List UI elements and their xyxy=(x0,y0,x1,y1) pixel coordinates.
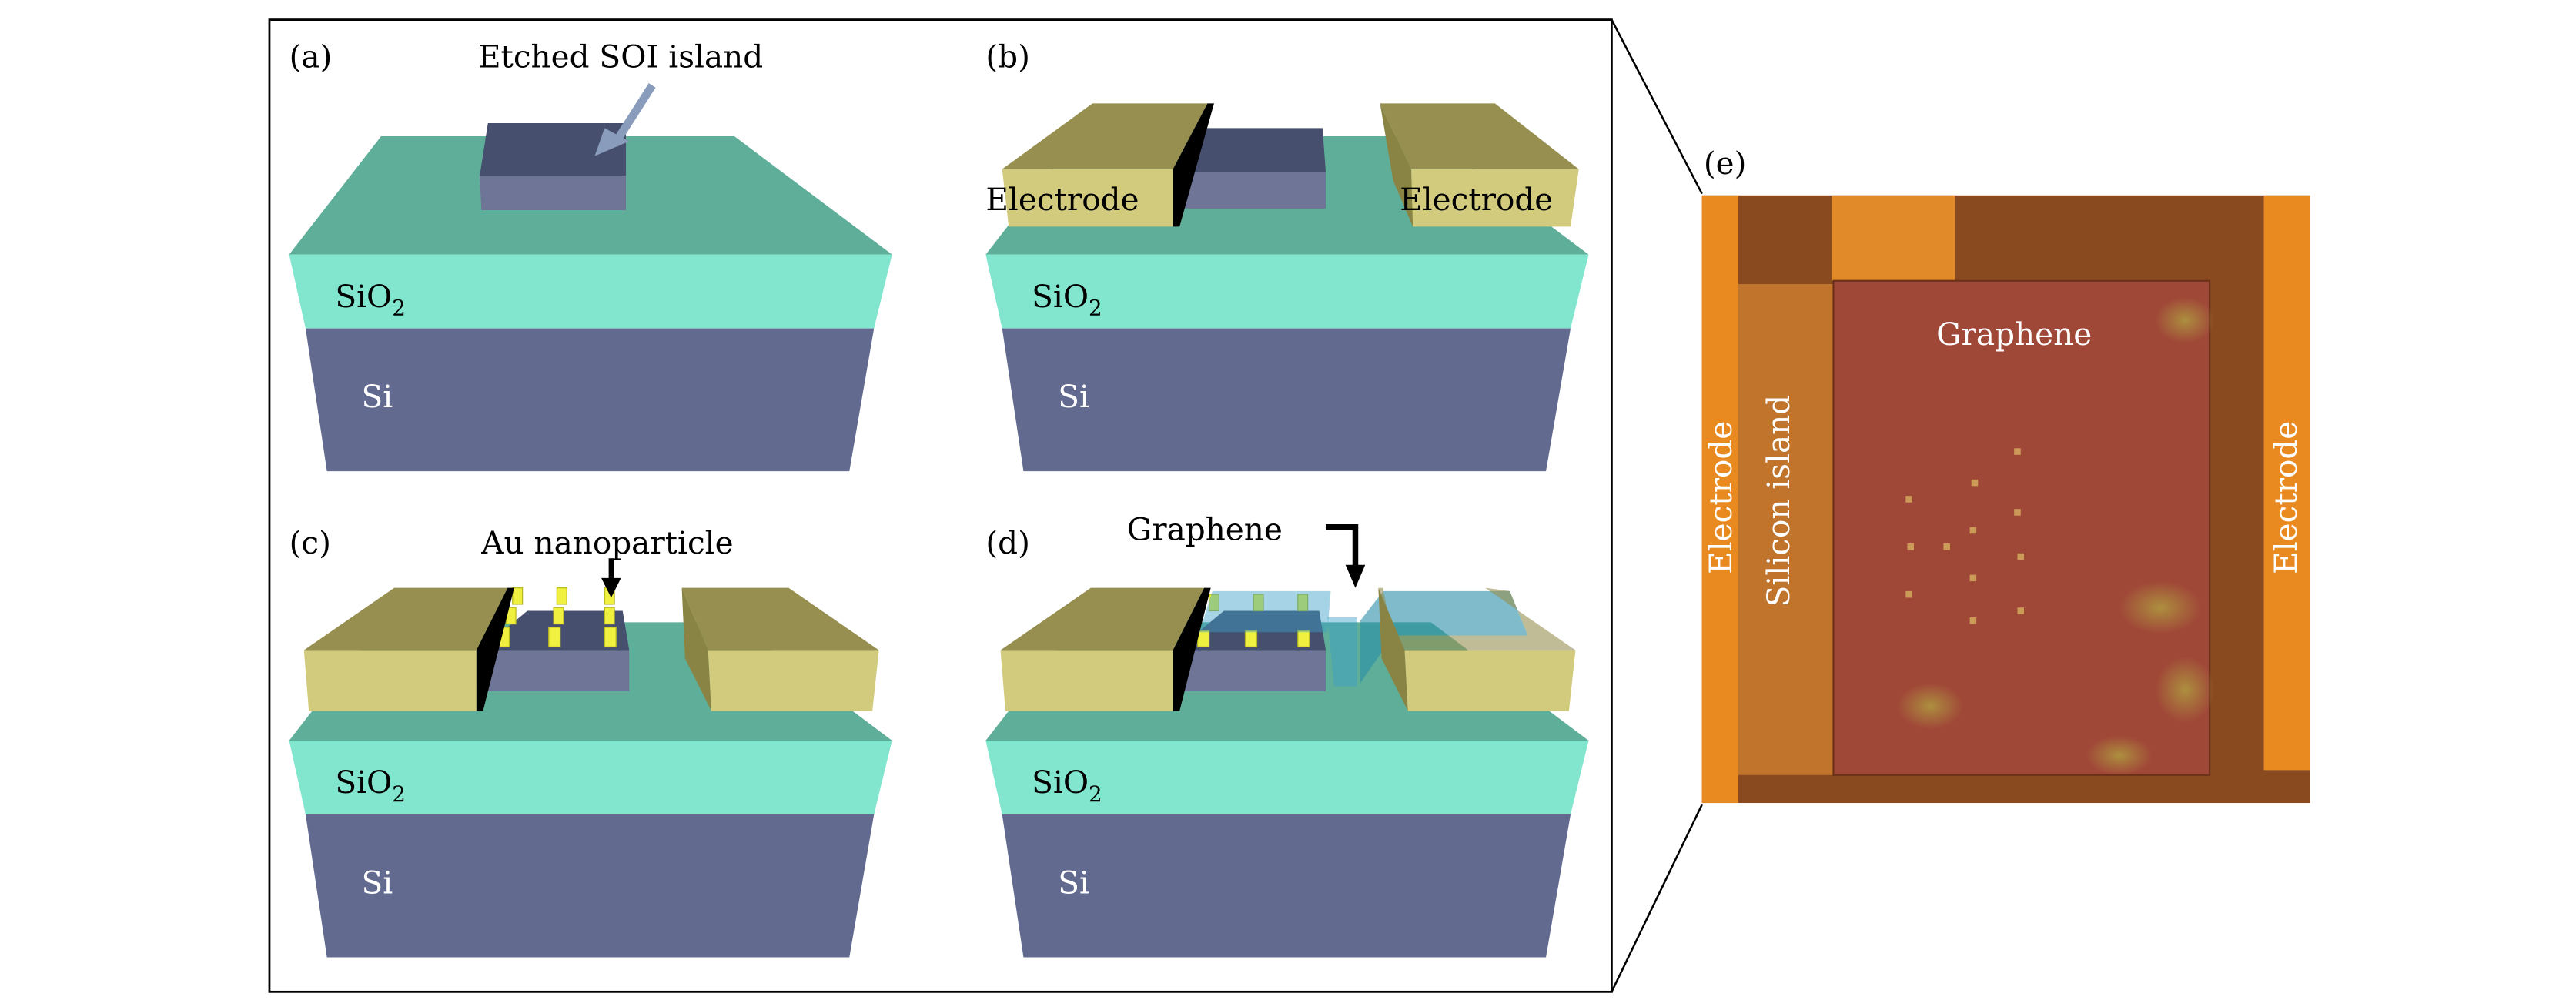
panel-b: Electrode Electrode (b) SiO2 Si xyxy=(985,38,1589,472)
panel-e-micrograph: Graphene Electrode Silicon island Electr… xyxy=(1701,195,2310,804)
panel-c: (c) Au nanoparticle SiO2 Si xyxy=(289,524,892,958)
si-label: Si xyxy=(1058,378,1089,415)
photo-top-contact xyxy=(1832,195,1955,281)
panel-frame xyxy=(268,18,1613,993)
annotation-etched-soi-island: Etched SOI island xyxy=(478,38,763,75)
sio2-label: SiO2 xyxy=(1032,764,1102,807)
sio2-label: SiO2 xyxy=(1032,278,1102,321)
panel-d: (d) Graphene SiO2 Si xyxy=(985,511,1589,958)
annotation-graphene: Graphene xyxy=(1127,511,1283,548)
soi-island-front xyxy=(1176,650,1326,691)
panel-label-c: (c) xyxy=(289,524,331,561)
electrode-left xyxy=(1002,103,1214,227)
arrow-icon xyxy=(594,83,656,156)
electrode-right xyxy=(1378,587,1576,711)
soi-island-front xyxy=(480,650,630,691)
photo-silicon-island xyxy=(1738,284,1837,775)
graphene-label: Graphene xyxy=(1936,316,2092,353)
panel-label-b: (b) xyxy=(985,38,1030,75)
panel-label-a: (a) xyxy=(289,38,333,75)
au-nanoparticles xyxy=(497,587,617,648)
photo-electrode-right xyxy=(2263,195,2310,771)
soi-island-front xyxy=(1179,172,1326,209)
au-nanoparticles xyxy=(1196,594,1310,648)
electrode-label-right: Electrode xyxy=(2267,421,2304,574)
soi-island-top xyxy=(480,122,627,176)
photo-graphene xyxy=(1832,279,2211,776)
bent-arrow-icon xyxy=(1326,523,1366,588)
electrode-right xyxy=(1380,103,1579,227)
panel-a: (a) Etched SOI island SiO2 Si xyxy=(289,38,892,472)
panel-label-e: (e) xyxy=(1704,145,1747,182)
soi-island-front xyxy=(480,176,627,211)
electrode-label-left: Electrode xyxy=(985,181,1139,218)
soi-island-top xyxy=(1179,128,1326,172)
si-label: Si xyxy=(1058,864,1089,901)
annotation-au-nanoparticle: Au nanoparticle xyxy=(480,524,733,561)
panel-label-d: (d) xyxy=(985,524,1030,561)
electrode-label-left: Electrode xyxy=(1702,421,1739,574)
electrode-right xyxy=(681,587,879,711)
photo-electrode-left xyxy=(1701,195,1738,804)
si-label: Si xyxy=(361,864,393,901)
zoom-connector-top xyxy=(1611,19,1703,195)
electrode-left xyxy=(1000,587,1211,711)
electrode-left xyxy=(303,587,514,711)
silicon-island-label: Silicon island xyxy=(1760,395,1797,607)
arrow-down-icon xyxy=(601,558,621,598)
sio2-label: SiO2 xyxy=(335,764,406,807)
sio2-label: SiO2 xyxy=(335,278,406,321)
electrode-label-right: Electrode xyxy=(1400,181,1553,218)
si-label: Si xyxy=(361,378,393,415)
graphene-sheet xyxy=(1199,590,1528,687)
photo-nanoparticle-spots xyxy=(1905,448,2024,624)
zoom-connector-bottom xyxy=(1611,804,1703,992)
